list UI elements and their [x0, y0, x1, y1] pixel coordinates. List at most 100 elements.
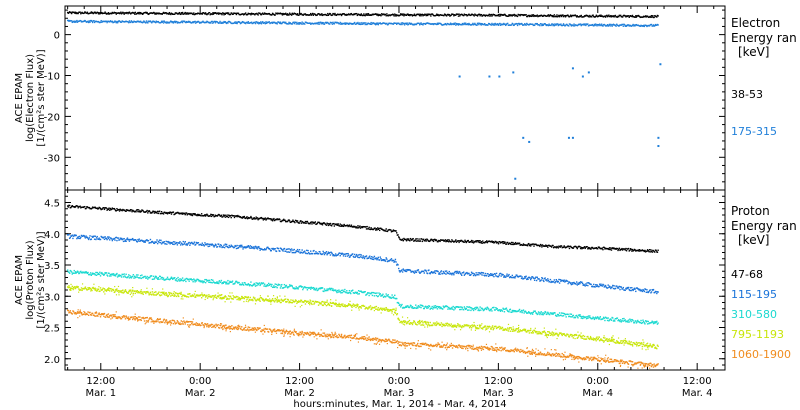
proton-x-axis	[67, 190, 715, 370]
data-point	[494, 273, 496, 275]
data-point	[281, 14, 284, 16]
data-point	[191, 241, 193, 244]
data-point	[552, 23, 555, 26]
data-point	[409, 269, 411, 271]
data-point	[551, 14, 553, 17]
data-point	[448, 13, 450, 16]
data-point	[291, 12, 293, 15]
data-point	[176, 244, 179, 246]
data-point	[125, 290, 127, 293]
data-point	[518, 242, 521, 244]
data-point	[211, 20, 213, 23]
data-point	[618, 287, 620, 289]
data-point	[484, 272, 487, 275]
data-point	[562, 279, 564, 282]
data-point	[235, 215, 238, 217]
data-point	[377, 256, 380, 259]
data-point	[211, 213, 213, 216]
data-point	[223, 214, 226, 216]
data-point	[636, 321, 638, 323]
data-point	[195, 243, 197, 246]
data-point	[572, 283, 574, 285]
data-point	[543, 23, 545, 26]
data-point	[390, 297, 393, 299]
data-point	[91, 273, 93, 275]
data-point	[233, 246, 236, 248]
data-point	[317, 253, 320, 255]
data-point	[419, 306, 421, 308]
data-point	[149, 276, 151, 279]
data-point	[298, 286, 300, 288]
proton-data	[66, 204, 659, 369]
data-point	[370, 227, 372, 229]
data-point	[378, 294, 381, 296]
data-point	[352, 289, 354, 291]
data-point	[320, 223, 322, 225]
data-point	[302, 14, 305, 16]
data-point	[583, 246, 586, 248]
data-point	[505, 276, 507, 278]
data-point	[369, 255, 371, 257]
data-point	[115, 236, 117, 239]
data-point	[195, 22, 197, 24]
data-point	[387, 23, 389, 26]
data-point	[385, 228, 387, 230]
data-point	[634, 25, 636, 27]
data-point	[375, 229, 377, 231]
data-point	[273, 285, 275, 287]
data-point	[329, 287, 331, 290]
data-point	[582, 315, 584, 318]
data-point	[531, 313, 534, 315]
data-point	[195, 280, 198, 282]
data-point	[89, 21, 91, 23]
data-point	[536, 276, 538, 278]
data-point	[145, 22, 147, 24]
data-point	[156, 210, 159, 213]
data-point	[587, 23, 589, 25]
data-point	[487, 14, 490, 16]
data-point	[539, 243, 542, 246]
data-point	[250, 281, 252, 283]
data-point	[395, 22, 397, 24]
data-point	[155, 13, 158, 15]
data-point	[223, 14, 225, 16]
data-point	[356, 291, 359, 294]
data-point	[625, 25, 628, 27]
data-point	[396, 232, 398, 234]
data-point	[304, 286, 306, 288]
data-point	[516, 243, 518, 245]
data-point	[426, 307, 428, 310]
data-point	[535, 243, 537, 245]
data-point	[174, 213, 176, 215]
data-point	[387, 15, 389, 17]
data-point	[128, 20, 131, 22]
data-point	[437, 13, 439, 16]
data-point	[509, 242, 512, 245]
data-point	[323, 222, 326, 224]
data-point	[508, 311, 510, 313]
data-point	[562, 315, 565, 317]
data-point	[341, 291, 343, 294]
data-point	[275, 218, 278, 221]
data-point	[631, 14, 634, 17]
data-point	[418, 13, 420, 15]
data-point	[77, 271, 79, 273]
data-point	[554, 314, 557, 316]
data-point	[180, 12, 183, 14]
data-point	[168, 212, 171, 214]
data-point	[227, 22, 229, 24]
data-point	[459, 15, 461, 17]
data-point	[83, 12, 85, 14]
data-point	[521, 311, 523, 314]
data-point	[541, 23, 544, 25]
data-point	[314, 252, 316, 255]
data-point	[158, 210, 161, 212]
data-point	[423, 272, 426, 274]
data-point	[436, 13, 438, 15]
data-point	[624, 289, 626, 291]
data-point	[514, 241, 517, 244]
data-point	[551, 312, 554, 314]
data-point	[217, 12, 219, 14]
data-point	[110, 208, 113, 210]
data-point	[170, 292, 173, 295]
